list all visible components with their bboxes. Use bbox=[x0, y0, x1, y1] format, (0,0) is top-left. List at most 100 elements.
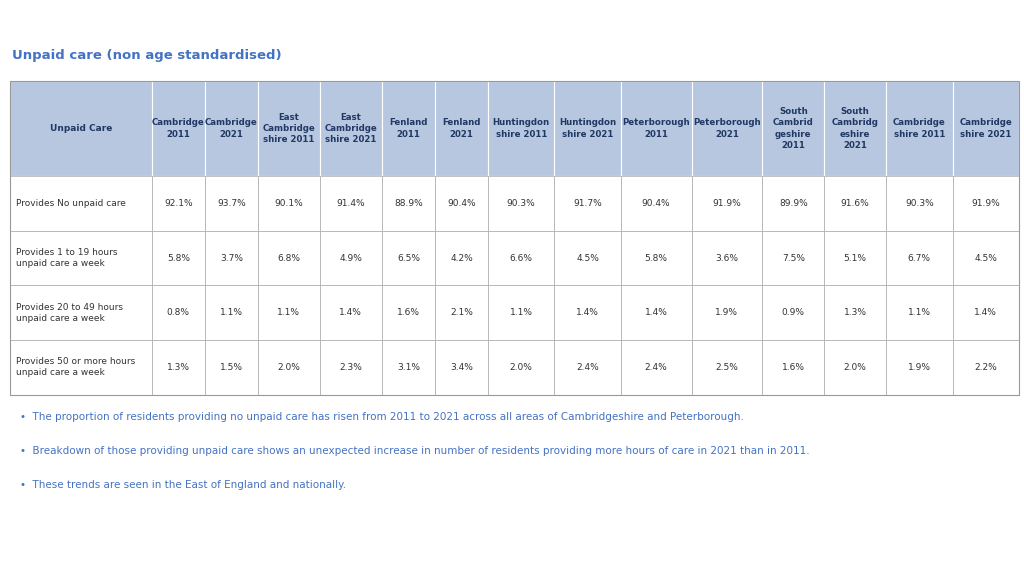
Text: 89.9%: 89.9% bbox=[779, 199, 808, 208]
Text: •  These trends are seen in the East of England and nationally.: • These trends are seen in the East of E… bbox=[20, 480, 346, 490]
Text: Unpaid care (non age standardised): Unpaid care (non age standardised) bbox=[12, 49, 282, 62]
Text: Provides 20 to 49 hours
unpaid care a week: Provides 20 to 49 hours unpaid care a we… bbox=[16, 303, 123, 323]
Text: Provides 50 or more hours
unpaid care a week: Provides 50 or more hours unpaid care a … bbox=[16, 357, 135, 377]
Text: Cambridge
shire 2021: Cambridge shire 2021 bbox=[959, 119, 1012, 139]
Text: 1.4%: 1.4% bbox=[974, 308, 997, 317]
Bar bbox=[554, 340, 621, 395]
Bar bbox=[319, 231, 382, 286]
Text: 6.5%: 6.5% bbox=[397, 253, 420, 263]
Text: 90.3%: 90.3% bbox=[507, 199, 536, 208]
Text: 1.4%: 1.4% bbox=[577, 308, 599, 317]
Text: 4.2%: 4.2% bbox=[451, 253, 473, 263]
Bar bbox=[691, 81, 762, 176]
Text: 1.4%: 1.4% bbox=[339, 308, 362, 317]
Text: 6.8%: 6.8% bbox=[278, 253, 300, 263]
Text: Provides No unpaid care: Provides No unpaid care bbox=[16, 199, 126, 208]
Text: East
Cambridge
shire 2011: East Cambridge shire 2011 bbox=[262, 113, 315, 144]
Bar bbox=[554, 231, 621, 286]
Text: 91.9%: 91.9% bbox=[713, 199, 741, 208]
Text: 2.1%: 2.1% bbox=[450, 308, 473, 317]
Bar bbox=[258, 286, 319, 340]
Bar bbox=[435, 286, 488, 340]
Text: 1.3%: 1.3% bbox=[844, 308, 866, 317]
Text: 1.9%: 1.9% bbox=[716, 308, 738, 317]
Text: 4.5%: 4.5% bbox=[577, 253, 599, 263]
Text: •  The proportion of residents providing no unpaid care has risen from 2011 to 2: • The proportion of residents providing … bbox=[20, 412, 744, 422]
Bar bbox=[824, 176, 886, 231]
Text: 6.6%: 6.6% bbox=[510, 253, 532, 263]
Bar bbox=[554, 176, 621, 231]
Text: 1.1%: 1.1% bbox=[510, 308, 532, 317]
Text: 5.1%: 5.1% bbox=[844, 253, 866, 263]
Bar bbox=[621, 176, 691, 231]
Bar bbox=[762, 176, 824, 231]
Text: 4.5%: 4.5% bbox=[974, 253, 997, 263]
Bar bbox=[382, 340, 435, 395]
Text: Huntingdon
shire 2021: Huntingdon shire 2021 bbox=[559, 119, 616, 139]
Bar bbox=[205, 176, 258, 231]
Bar bbox=[152, 340, 205, 395]
Bar bbox=[319, 286, 382, 340]
Bar bbox=[886, 340, 952, 395]
Text: 2.3%: 2.3% bbox=[339, 363, 362, 372]
Bar bbox=[435, 231, 488, 286]
Text: 2.0%: 2.0% bbox=[278, 363, 300, 372]
Bar bbox=[152, 81, 205, 176]
Bar bbox=[10, 176, 152, 231]
Bar bbox=[382, 231, 435, 286]
Bar bbox=[10, 286, 152, 340]
Bar bbox=[691, 176, 762, 231]
Bar bbox=[205, 340, 258, 395]
Text: 6.7%: 6.7% bbox=[908, 253, 931, 263]
Bar bbox=[886, 81, 952, 176]
Text: 92.1%: 92.1% bbox=[164, 199, 193, 208]
Text: 3.6%: 3.6% bbox=[716, 253, 738, 263]
Text: South
Cambrid
geshire
2011: South Cambrid geshire 2011 bbox=[773, 107, 814, 150]
Text: 5.8%: 5.8% bbox=[645, 253, 668, 263]
Bar bbox=[824, 286, 886, 340]
Bar bbox=[886, 176, 952, 231]
Bar bbox=[554, 81, 621, 176]
Bar bbox=[152, 286, 205, 340]
Text: 91.7%: 91.7% bbox=[573, 199, 602, 208]
Text: Cambridge
2021: Cambridge 2021 bbox=[205, 119, 258, 139]
Text: 1.3%: 1.3% bbox=[167, 363, 189, 372]
Text: 5.8%: 5.8% bbox=[167, 253, 189, 263]
Bar bbox=[824, 340, 886, 395]
Bar bbox=[205, 231, 258, 286]
Text: Huntingdon
shire 2011: Huntingdon shire 2011 bbox=[493, 119, 550, 139]
Text: 0.8%: 0.8% bbox=[167, 308, 189, 317]
Bar bbox=[952, 176, 1019, 231]
Text: 1.1%: 1.1% bbox=[220, 308, 243, 317]
Bar bbox=[621, 81, 691, 176]
Text: 1.4%: 1.4% bbox=[645, 308, 668, 317]
Bar bbox=[382, 176, 435, 231]
Bar bbox=[952, 286, 1019, 340]
Bar bbox=[382, 286, 435, 340]
Bar bbox=[435, 176, 488, 231]
Bar bbox=[886, 286, 952, 340]
Bar bbox=[258, 231, 319, 286]
Bar bbox=[762, 340, 824, 395]
Bar bbox=[319, 176, 382, 231]
Text: 90.4%: 90.4% bbox=[642, 199, 671, 208]
Bar bbox=[205, 81, 258, 176]
Text: 3.1%: 3.1% bbox=[397, 363, 420, 372]
Text: 1.5%: 1.5% bbox=[220, 363, 243, 372]
Text: Provides 1 to 19 hours
unpaid care a week: Provides 1 to 19 hours unpaid care a wee… bbox=[16, 248, 118, 268]
Text: Peterborough
2011: Peterborough 2011 bbox=[623, 119, 690, 139]
Text: 93.7%: 93.7% bbox=[217, 199, 246, 208]
Text: 4.9%: 4.9% bbox=[339, 253, 362, 263]
Bar bbox=[205, 286, 258, 340]
Text: 1.6%: 1.6% bbox=[397, 308, 420, 317]
Text: 0.9%: 0.9% bbox=[781, 308, 805, 317]
Bar bbox=[691, 231, 762, 286]
Bar bbox=[824, 81, 886, 176]
Bar bbox=[10, 81, 152, 176]
Bar bbox=[435, 81, 488, 176]
Bar bbox=[319, 340, 382, 395]
Bar bbox=[258, 176, 319, 231]
Bar bbox=[152, 176, 205, 231]
Bar bbox=[258, 340, 319, 395]
Text: 91.9%: 91.9% bbox=[972, 199, 1000, 208]
